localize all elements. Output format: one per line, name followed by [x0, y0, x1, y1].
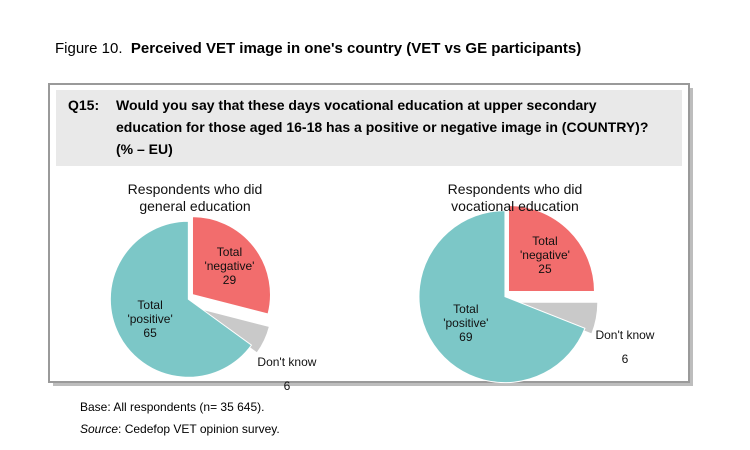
question-band [56, 90, 682, 166]
slice-value: 29 [222, 272, 237, 287]
slice-value: 69 [459, 330, 473, 345]
slice-label: Total 'negative' [204, 244, 255, 273]
slice-label: Total 'negative' [519, 234, 570, 263]
pie-title: Respondents who did vocational education [447, 181, 583, 214]
base-note: Base: All respondents (n= 35 645). [80, 400, 265, 414]
slice-value: 65 [143, 325, 157, 340]
slice-value: 6 [621, 352, 629, 367]
question: Q15: Would you say that these days vocat… [68, 94, 658, 160]
slice-value: 25 [538, 262, 552, 277]
figure-heading: Figure 10. Perceived VET image in one's … [55, 40, 581, 57]
pie-slice [418, 210, 586, 384]
source-note: Source: Cedefop VET opinion survey. [80, 422, 280, 436]
figure-label: Figure 10. [55, 40, 123, 57]
pie-title: Respondents who did general education [127, 181, 263, 214]
slice-label: Don't know [595, 328, 655, 343]
pie-slice [109, 220, 253, 378]
question-id: Q15: [68, 97, 100, 113]
pie-slice [191, 216, 271, 315]
slice-label: Total 'positive' [443, 302, 489, 331]
figure-title: Perceived VET image in one's country (VE… [130, 40, 582, 57]
question-text: Would you say that these days vocational… [116, 97, 649, 157]
slice-value: 6 [283, 379, 291, 394]
source-label: Source [80, 422, 119, 436]
pie-slice [507, 205, 595, 293]
source-text: : Cedefop VET opinion survey. [118, 422, 280, 436]
slice-label: Total 'positive' [127, 297, 173, 326]
slice-label: Don't know [257, 355, 317, 370]
